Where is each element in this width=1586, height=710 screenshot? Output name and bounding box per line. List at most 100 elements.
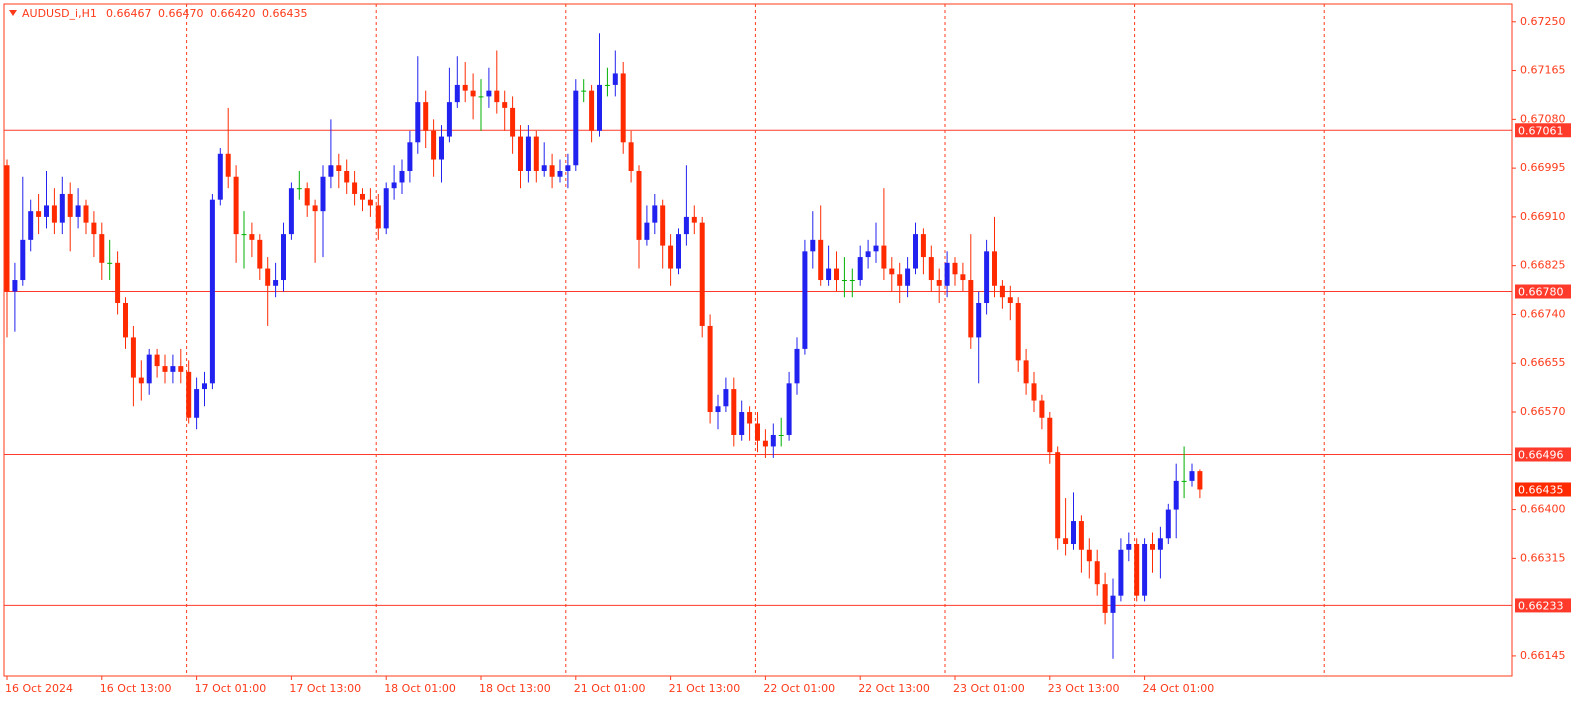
candle-body (399, 170, 405, 183)
candle-body (439, 136, 444, 160)
candle-body (75, 205, 81, 217)
last-price-box (1515, 482, 1571, 497)
candle-body (123, 302, 128, 338)
x-tick-label: 17 Oct 01:00 (195, 682, 267, 695)
candle-body (186, 371, 192, 418)
candle-body (841, 280, 847, 282)
candle-body (810, 239, 816, 252)
candle-body (802, 251, 808, 349)
candle-body (115, 262, 121, 303)
candle-body (423, 102, 429, 131)
last-price-label: 0.66435 (1518, 483, 1564, 496)
title-group: AUDUSD_i,H1 0.66467 0.66470 0.66420 0.66… (22, 7, 308, 20)
candle-body (383, 188, 389, 229)
y-tick-label: 0.66655 (1520, 356, 1566, 369)
candle-body (1047, 417, 1053, 453)
candle-body (1055, 452, 1061, 539)
candle-body (636, 170, 642, 240)
y-tick-label: 0.67080 (1520, 112, 1566, 125)
x-tick-label: 16 Oct 2024 (5, 682, 73, 695)
candle-body (170, 366, 176, 372)
candle-body (944, 262, 950, 286)
y-tick-label: 0.67250 (1520, 15, 1566, 28)
candle-body (857, 257, 863, 281)
candle-body (620, 73, 626, 143)
x-tick-label: 23 Oct 01:00 (953, 682, 1025, 695)
level-label-box (1515, 123, 1571, 138)
candle-body (1094, 561, 1100, 585)
candle-body (1007, 297, 1013, 303)
candle-body (683, 216, 689, 235)
chart-title: AUDUSD_i,H1 (22, 7, 97, 20)
candle-body (612, 73, 618, 85)
candle-body (834, 268, 839, 281)
candle-body (992, 251, 997, 286)
candle-body (755, 423, 760, 441)
candle-body (826, 268, 832, 281)
candle-body (1110, 595, 1116, 613)
candle-body (897, 274, 903, 286)
candle-body (525, 136, 531, 171)
candle-body (984, 251, 990, 303)
candle-body (344, 170, 350, 183)
candle-body (952, 262, 958, 275)
candle-body (691, 216, 697, 223)
title-arrow (9, 10, 17, 16)
candle-body (541, 165, 547, 171)
candle-body (1173, 480, 1179, 510)
candle-body (999, 285, 1005, 298)
candle-body (1165, 509, 1171, 539)
candle-body (138, 377, 144, 384)
candle-body (502, 102, 508, 108)
candle-body (59, 193, 65, 223)
candle-body (960, 274, 966, 281)
candle-body (1181, 480, 1187, 482)
candle-body (707, 325, 713, 413)
candle-body (336, 165, 342, 171)
candle-body (4, 165, 10, 292)
level-label: 0.67061 (1518, 124, 1564, 137)
candle-body (107, 262, 113, 264)
candle-body (668, 245, 674, 269)
candle-body (209, 199, 215, 384)
candle-body (1118, 549, 1124, 596)
candle-body (478, 96, 484, 98)
candle-body (739, 412, 745, 435)
candle-body (130, 337, 136, 378)
candle-body (849, 280, 855, 282)
candle-body (288, 188, 294, 235)
candle-body (154, 354, 160, 367)
candle-body (604, 84, 610, 86)
candle-body (565, 165, 571, 171)
candle-body (581, 90, 587, 92)
candle-body (249, 234, 255, 240)
candle-body (1197, 471, 1203, 490)
candle-body (194, 389, 200, 418)
x-tick-label: 22 Oct 13:00 (858, 682, 930, 695)
candle-body (873, 245, 879, 252)
level-label: 0.66233 (1518, 599, 1564, 612)
candle-body (818, 239, 824, 281)
candle-body (304, 188, 310, 206)
candle-body (1142, 544, 1148, 596)
candle-body (233, 176, 239, 235)
x-tick-label: 16 Oct 13:00 (100, 682, 172, 695)
candle-body (36, 211, 42, 217)
y-tick-label: 0.67165 (1520, 64, 1566, 77)
candle-body (12, 280, 18, 292)
close-label: 0.66435 (262, 7, 308, 20)
x-tick-label: 21 Oct 13:00 (669, 682, 741, 695)
candle-body (44, 205, 49, 217)
candle-body (881, 245, 887, 269)
candle-body (597, 84, 602, 131)
level-label-box (1515, 284, 1571, 299)
candle-body (1126, 544, 1132, 550)
plot-frame (3, 3, 1513, 677)
candle-body (494, 90, 500, 103)
candle-body (375, 205, 381, 229)
candle-body (968, 280, 974, 338)
candle-body (241, 234, 247, 236)
candle-body (83, 205, 89, 223)
